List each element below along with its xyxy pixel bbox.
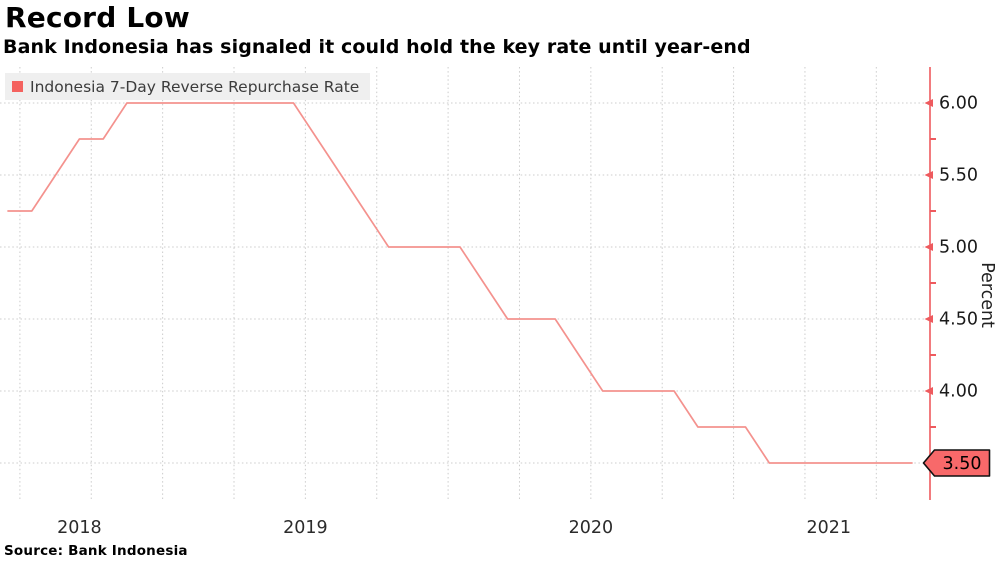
y-axis-tick-arrow (924, 387, 933, 395)
legend-label: Indonesia 7-Day Reverse Repurchase Rate (30, 77, 360, 96)
last-value-label: 3.50 (943, 454, 982, 474)
x-tick-label: 2020 (569, 518, 614, 538)
x-tick-label: 2021 (806, 518, 851, 538)
page-subtitle: Bank Indonesia has signaled it could hol… (3, 36, 751, 58)
source-note: Source: Bank Indonesia (4, 543, 188, 559)
y-axis-minor-tick (930, 426, 936, 428)
y-tick-label: 4.00 (939, 382, 978, 402)
y-axis-tick-arrow (924, 315, 933, 323)
legend-swatch-icon (12, 81, 23, 92)
last-value-badge (922, 449, 991, 477)
y-axis-minor-tick (930, 138, 936, 140)
x-tick-label: 2019 (283, 518, 328, 538)
y-axis-tick-arrow (924, 243, 933, 251)
y-axis-tick-arrow (924, 171, 933, 179)
y-tick-label: 5.00 (939, 238, 978, 258)
y-tick-label: 6.00 (939, 94, 978, 114)
y-axis-tick-arrow (924, 99, 933, 107)
page-title: Record Low (5, 1, 190, 34)
series-line (7, 102, 913, 464)
y-axis-minor-tick (930, 210, 936, 212)
y-axis-minor-tick (930, 282, 936, 284)
x-tick-label: 2018 (57, 518, 102, 538)
y-axis-title: Percent (977, 262, 997, 328)
y-tick-label: 5.50 (939, 166, 978, 186)
y-tick-label: 4.50 (939, 310, 978, 330)
y-axis-minor-tick (930, 354, 936, 356)
chart-legend: Indonesia 7-Day Reverse Repurchase Rate (5, 73, 371, 100)
